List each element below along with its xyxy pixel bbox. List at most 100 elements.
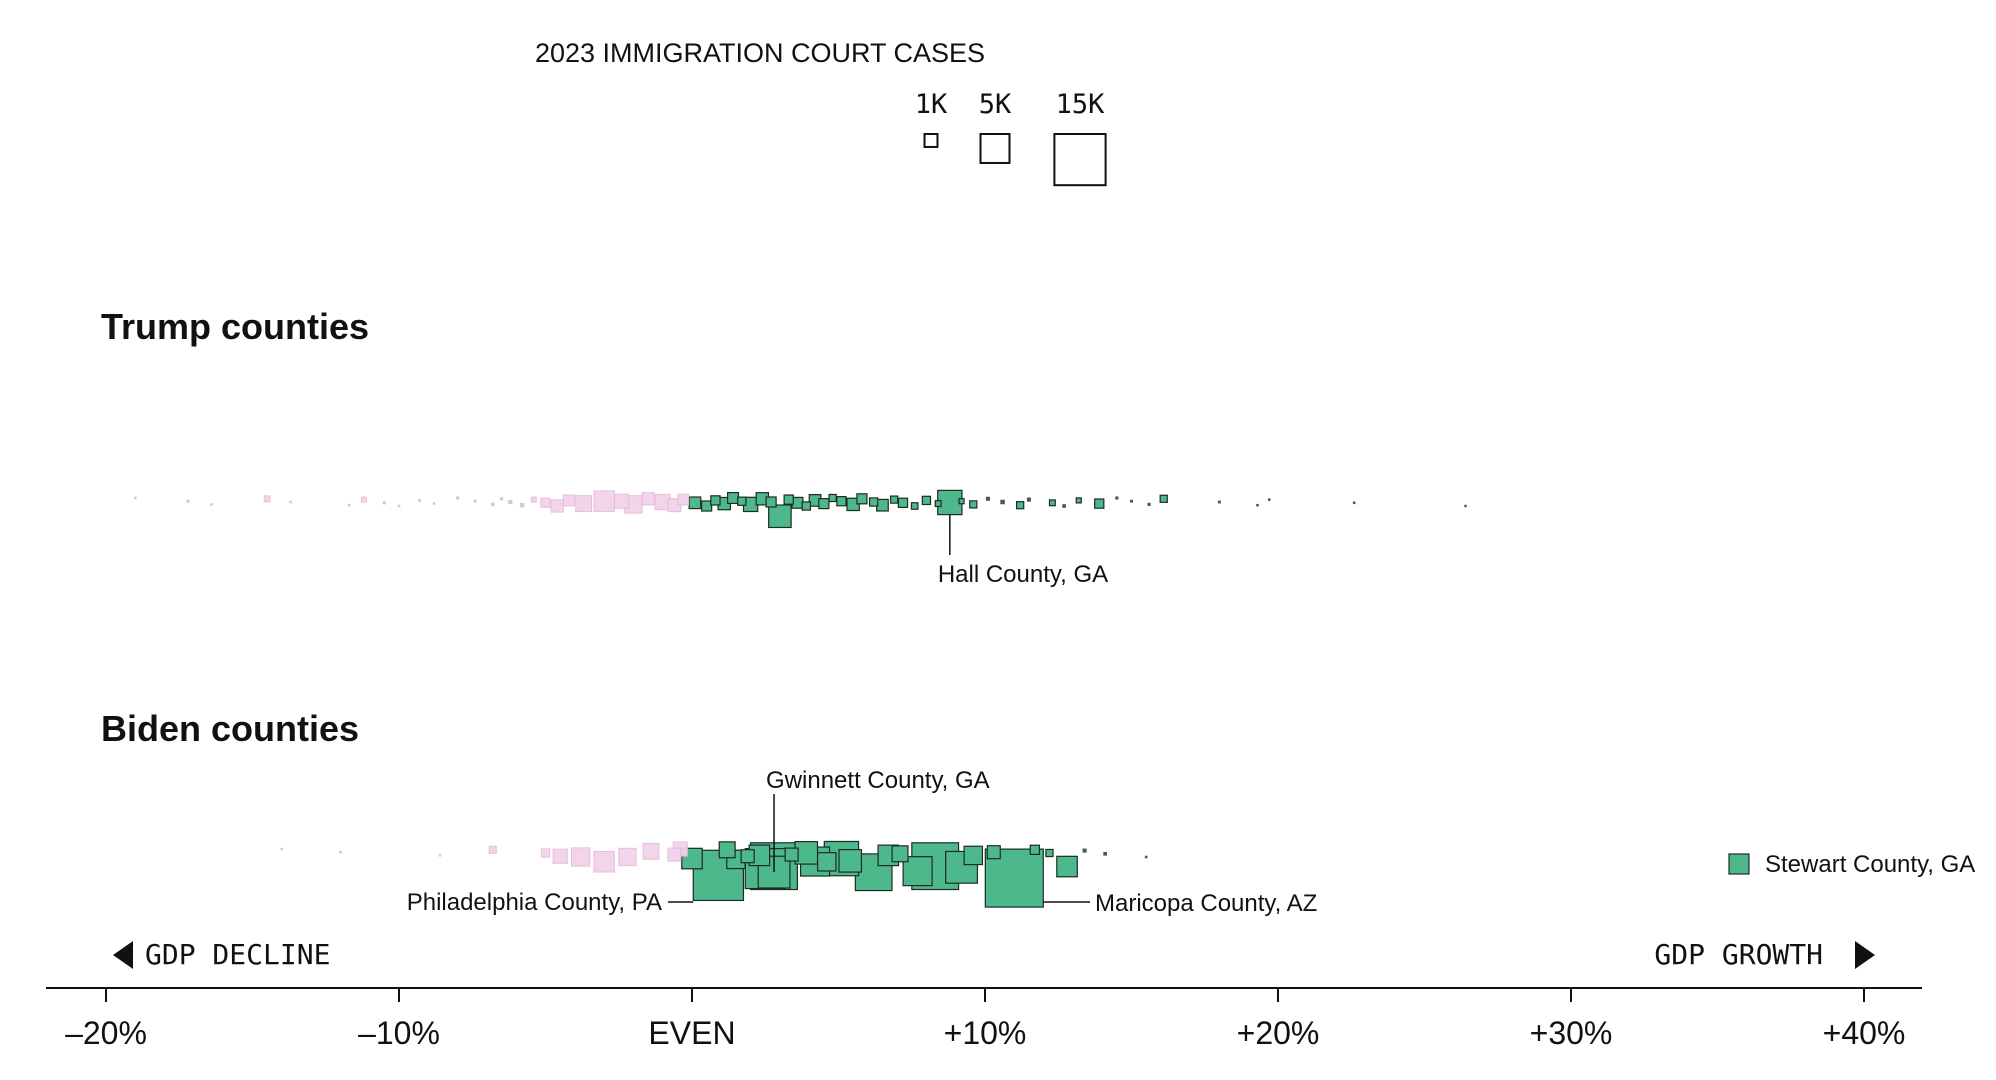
legend-square-15k — [1053, 133, 1107, 187]
trump-county-square — [397, 504, 401, 508]
trump-county-square — [550, 499, 564, 513]
trump-county-square — [969, 500, 978, 509]
trump-county-square — [737, 496, 747, 506]
stewart-county-swatch — [1728, 853, 1750, 875]
trump-county-square — [508, 499, 513, 505]
trump-county-square — [530, 496, 537, 503]
trump-county-square — [1026, 497, 1031, 502]
trump-county-square — [1048, 499, 1056, 507]
biden-county-square — [1082, 848, 1087, 853]
arrow-right-icon — [1855, 941, 1875, 969]
gwinnett-county-label: Gwinnett County, GA — [766, 767, 990, 794]
trump-county-square — [1159, 494, 1168, 503]
biden-county-square — [1056, 855, 1078, 878]
x-tick-label: –10% — [358, 1015, 440, 1051]
trump-county-square — [540, 497, 551, 508]
x-tick-label: +20% — [1237, 1015, 1320, 1051]
trump-county-square — [890, 495, 899, 504]
trump-county-square — [836, 496, 847, 507]
trump-county-square — [677, 493, 690, 506]
trump-county-square — [828, 493, 837, 503]
trump-county-square — [1075, 497, 1082, 504]
trump-county-square — [1217, 500, 1221, 504]
gdp-decline-label: GDP DECLINE — [113, 938, 330, 971]
trump-county-square — [360, 496, 367, 503]
biden-county-square — [986, 845, 1001, 860]
trump-county-square — [1000, 499, 1005, 505]
x-tick-label: +30% — [1530, 1015, 1613, 1051]
trump-county-square — [856, 493, 868, 505]
stewart-county-label: Stewart County, GA — [1765, 851, 1975, 878]
trump-county-square — [134, 496, 137, 500]
trump-county-square — [614, 493, 630, 509]
biden-county-square — [667, 847, 682, 862]
legend-label-5k: 5K — [979, 89, 1012, 120]
biden-county-square — [593, 851, 615, 873]
trump-county-square — [876, 498, 889, 512]
trump-county-square — [186, 499, 190, 503]
trump-county-square — [1094, 498, 1105, 509]
trump-county-square — [1352, 501, 1356, 505]
chart-title: 2023 IMMIGRATION COURT CASES — [535, 38, 985, 68]
trump-county-square — [210, 503, 213, 506]
biden-county-square — [784, 847, 799, 862]
trump-county-square — [818, 497, 830, 510]
biden-county-square — [838, 849, 863, 873]
trump-county-square — [1016, 501, 1025, 510]
trump-county-square — [575, 495, 593, 513]
trump-county-square — [263, 495, 271, 503]
arrow-left-icon — [113, 941, 133, 969]
trump-county-square — [490, 502, 495, 507]
biden-county-square — [438, 854, 442, 857]
trump-county-square — [701, 500, 713, 512]
trump-county-square — [801, 501, 811, 511]
philadelphia-county-label: Philadelphia County, PA — [407, 889, 662, 916]
trump-county-square — [519, 502, 525, 508]
biden-county-square — [1103, 851, 1107, 856]
trump-county-square — [897, 497, 909, 508]
biden-county-square — [1029, 844, 1040, 855]
panel-title-trump: Trump counties — [101, 306, 369, 347]
trump-county-square — [1464, 504, 1467, 508]
hall-county-label: Hall County, GA — [938, 561, 1108, 588]
biden-county-square — [718, 841, 736, 859]
trump-county-square — [958, 498, 965, 505]
trump-county-square — [768, 504, 792, 529]
trump-county-square — [783, 494, 794, 505]
biden-county-square — [740, 849, 755, 864]
biden-county-square — [817, 852, 837, 872]
trump-county-square — [382, 501, 386, 505]
trump-county-square — [641, 492, 655, 506]
trump-county-square — [868, 497, 879, 507]
trump-county-square — [593, 490, 615, 512]
trump-county-square — [1130, 499, 1133, 503]
biden-county-square — [1045, 848, 1054, 858]
biden-county-square — [963, 845, 984, 866]
biden-county-square — [339, 850, 342, 854]
size-legend: 2023 IMMIGRATION COURT CASES 1K 5K 15K — [535, 38, 1107, 187]
maricopa-county-label: Maricopa County, AZ — [1095, 890, 1317, 917]
trump-county-square — [910, 502, 919, 510]
x-tick-label: +10% — [944, 1015, 1027, 1051]
biden-county-square — [540, 848, 551, 858]
legend-square-5k — [979, 133, 1011, 164]
trump-county-square — [765, 496, 777, 508]
trump-county-square — [499, 497, 504, 501]
legend-square-1k — [923, 133, 939, 148]
x-axis: –20% –10% EVEN +10% +20% +30% +40% — [46, 987, 1922, 1051]
biden-county-square — [891, 845, 909, 863]
trump-county-square — [1115, 496, 1119, 500]
gdp-decline-text: GDP DECLINE — [145, 938, 330, 971]
trump-county-square — [1062, 504, 1066, 508]
trump-county-square — [473, 499, 477, 503]
x-tick-label: +40% — [1823, 1015, 1906, 1051]
trump-county-square — [418, 498, 421, 502]
biden-county-square — [1144, 855, 1148, 859]
trump-points — [134, 489, 1467, 529]
trump-county-square — [1147, 502, 1151, 506]
legend-label-1k: 1K — [915, 89, 948, 120]
legend-label-15k: 15K — [1056, 89, 1106, 120]
x-tick-label: –20% — [65, 1015, 147, 1051]
biden-county-square — [488, 845, 497, 854]
